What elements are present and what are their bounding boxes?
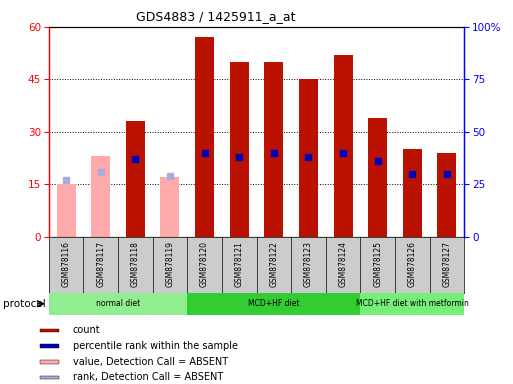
FancyBboxPatch shape <box>40 360 58 364</box>
Text: MCD+HF diet with metformin: MCD+HF diet with metformin <box>356 299 469 308</box>
Text: GSM878119: GSM878119 <box>165 242 174 287</box>
Bar <box>403 149 422 237</box>
Text: normal diet: normal diet <box>96 299 140 308</box>
Text: count: count <box>73 326 101 336</box>
FancyBboxPatch shape <box>40 344 58 348</box>
Bar <box>126 121 145 237</box>
Text: GSM878116: GSM878116 <box>62 242 71 287</box>
Text: rank, Detection Call = ABSENT: rank, Detection Call = ABSENT <box>73 372 223 382</box>
Text: GSM878125: GSM878125 <box>373 242 382 287</box>
Text: GSM878122: GSM878122 <box>269 242 279 287</box>
Text: GSM878117: GSM878117 <box>96 242 105 287</box>
FancyBboxPatch shape <box>40 329 58 332</box>
Bar <box>230 62 249 237</box>
Bar <box>368 118 387 237</box>
Bar <box>333 55 352 237</box>
Text: GSM878124: GSM878124 <box>339 242 348 287</box>
Bar <box>438 153 457 237</box>
Text: MCD+HF diet: MCD+HF diet <box>248 299 300 308</box>
Text: GSM878123: GSM878123 <box>304 242 313 287</box>
Bar <box>161 177 180 237</box>
FancyBboxPatch shape <box>187 293 360 315</box>
Bar <box>56 184 75 237</box>
Text: GSM878121: GSM878121 <box>234 242 244 287</box>
Bar <box>264 62 283 237</box>
Text: percentile rank within the sample: percentile rank within the sample <box>73 341 238 351</box>
Text: GSM878126: GSM878126 <box>408 242 417 287</box>
Text: GSM878118: GSM878118 <box>131 242 140 287</box>
Text: GDS4883 / 1425911_a_at: GDS4883 / 1425911_a_at <box>136 10 295 23</box>
Bar <box>299 79 318 237</box>
Text: GSM878127: GSM878127 <box>442 242 451 287</box>
FancyBboxPatch shape <box>49 293 187 315</box>
Text: protocol: protocol <box>3 299 45 309</box>
FancyBboxPatch shape <box>40 376 58 379</box>
Text: GSM878120: GSM878120 <box>200 242 209 287</box>
Text: value, Detection Call = ABSENT: value, Detection Call = ABSENT <box>73 357 228 367</box>
FancyBboxPatch shape <box>360 293 464 315</box>
Bar <box>91 156 110 237</box>
Bar <box>195 37 214 237</box>
